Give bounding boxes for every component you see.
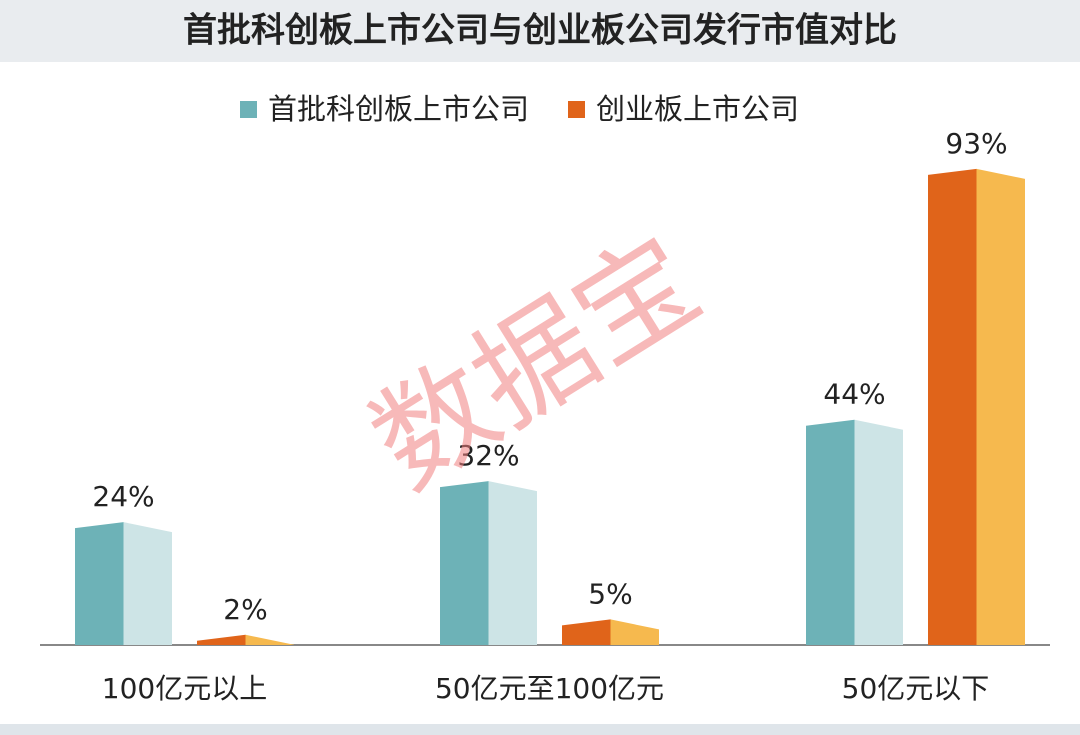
bar-side <box>488 481 537 645</box>
bar-side <box>610 619 659 645</box>
value-label: 24% <box>92 480 154 513</box>
legend-swatch <box>240 101 257 118</box>
bar-side <box>123 522 172 645</box>
value-label: 32% <box>457 439 519 472</box>
bar <box>928 168 1025 645</box>
bar-front <box>197 634 246 645</box>
bar <box>440 481 537 645</box>
bar-front <box>562 619 611 645</box>
legend-label: 创业板上市公司 <box>596 92 799 126</box>
bar-side <box>854 419 903 645</box>
legend-swatch <box>568 101 585 118</box>
bar <box>562 619 659 645</box>
bar-side <box>976 168 1025 645</box>
bar <box>197 634 294 645</box>
x-tick-label: 50亿元至100亿元 <box>435 672 664 705</box>
chart-title: 首批科创板上市公司与创业板公司发行市值对比 <box>183 11 897 51</box>
footer-band <box>0 724 1080 735</box>
title-band <box>0 0 1080 62</box>
bar-front <box>806 419 855 645</box>
bar <box>806 419 903 645</box>
bar-side <box>245 634 294 645</box>
value-label: 44% <box>823 378 885 411</box>
value-label: 5% <box>588 577 632 610</box>
x-tick-label: 50亿元以下 <box>842 672 990 705</box>
value-label: 93% <box>945 127 1007 160</box>
watermark: 数据宝 <box>349 210 722 515</box>
legend-label: 首批科创板上市公司 <box>268 92 529 126</box>
bar <box>75 522 172 645</box>
x-tick-label: 100亿元以上 <box>102 672 267 705</box>
value-label: 2% <box>223 593 267 626</box>
bar-front <box>440 481 489 645</box>
bar-front <box>75 522 124 645</box>
bar-front <box>928 168 977 645</box>
